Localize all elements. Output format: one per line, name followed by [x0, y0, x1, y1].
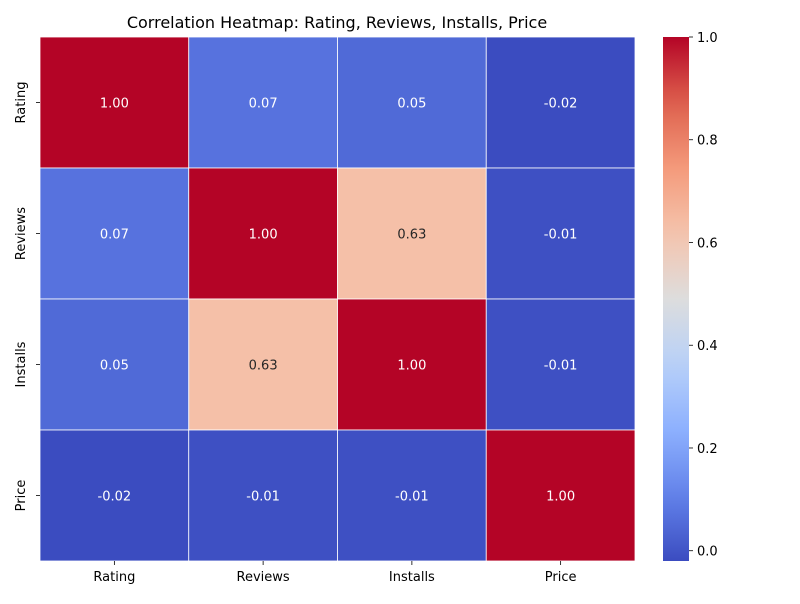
- heatmap-cell-reviews-reviews: [188, 167, 338, 300]
- heatmap-cell-reviews-rating: [39, 167, 190, 300]
- x-tick-label: Price: [545, 570, 577, 585]
- heatmap-cell-price-reviews: [188, 429, 338, 562]
- colorbar-gradient: [663, 37, 689, 561]
- heatmap-cell-price-rating: [39, 429, 190, 562]
- cell-value-label: 0.63: [397, 228, 426, 243]
- chart-title: Correlation Heatmap: Rating, Reviews, In…: [127, 13, 547, 32]
- cell-value-label: 1.00: [397, 359, 426, 374]
- cell-value-label: -0.02: [98, 490, 132, 505]
- colorbar: 0.0 0.2 0.4 0.6 0.8 1.0: [663, 31, 718, 561]
- heatmap-cell-rating-rating: [39, 36, 190, 169]
- cell-value-label: 0.07: [249, 97, 278, 112]
- y-tick-label: Reviews: [14, 207, 29, 260]
- heatmap-cell-price-price: [485, 429, 636, 562]
- x-axis: Rating Reviews Installs Price: [93, 561, 576, 585]
- cell-value-label: -0.01: [246, 490, 280, 505]
- colorbar-tick-label: 1.0: [697, 31, 718, 46]
- colorbar-tick-label: 0.0: [697, 545, 718, 560]
- y-tick-label: Price: [14, 480, 29, 512]
- colorbar-tick-label: 0.2: [697, 442, 718, 457]
- heatmap-cell-reviews-installs: [337, 167, 487, 300]
- cell-value-label: 0.05: [397, 97, 426, 112]
- heatmap-cells: [39, 36, 636, 562]
- cell-value-label: 1.00: [100, 97, 129, 112]
- heatmap-cell-price-installs: [337, 429, 487, 562]
- heatmap-cell-rating-reviews: [188, 36, 338, 169]
- cell-value-label: -0.01: [544, 359, 578, 374]
- colorbar-tick-label: 0.8: [697, 134, 718, 149]
- heatmap-cell-installs-price: [485, 298, 636, 431]
- heatmap-cell-reviews-price: [485, 167, 636, 300]
- cell-value-label: -0.01: [544, 228, 578, 243]
- cell-value-label: 0.07: [100, 228, 129, 243]
- y-axis: Rating Reviews Installs Price: [14, 82, 40, 512]
- heatmap-cell-rating-installs: [337, 36, 487, 169]
- y-tick-label: Installs: [14, 341, 29, 387]
- x-tick-label: Reviews: [237, 570, 290, 585]
- colorbar-tick-label: 0.6: [697, 236, 718, 251]
- heatmap-cell-rating-price: [485, 36, 636, 169]
- cell-value-label: 0.05: [100, 359, 129, 374]
- cell-value-label: -0.02: [544, 97, 578, 112]
- cell-value-label: 0.63: [249, 359, 278, 374]
- cell-value-label: 1.00: [249, 228, 278, 243]
- cell-value-label: -0.01: [395, 490, 429, 505]
- cell-labels: 1.00 0.07 0.05 -0.02 0.07 1.00 0.63 -0.01 0.05 0.…: [98, 97, 578, 505]
- colorbar-tick-label: 0.4: [697, 339, 718, 354]
- cell-value-label: 1.00: [546, 490, 575, 505]
- heatmap-cell-installs-reviews: [188, 298, 338, 431]
- y-tick-label: Rating: [14, 82, 29, 124]
- x-tick-label: Installs: [389, 570, 435, 585]
- x-tick-label: Rating: [93, 570, 135, 585]
